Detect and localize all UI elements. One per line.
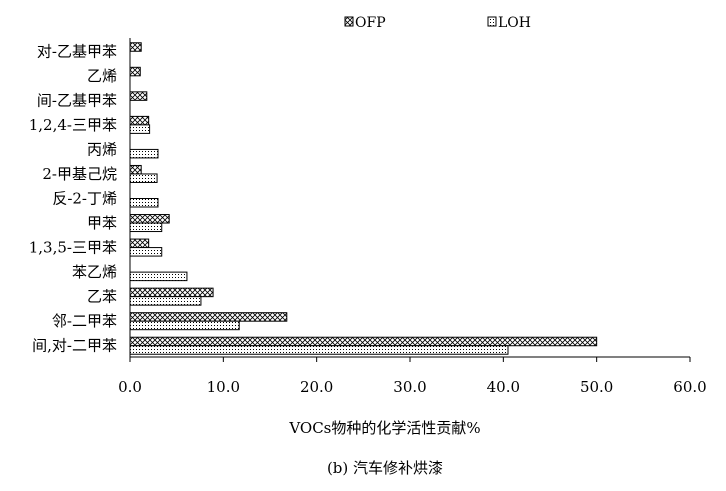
bar-ofp [129,66,141,77]
category-label: 苯乙烯 [72,263,117,281]
figure-caption: (b) 汽车修补烘漆 [327,459,443,477]
legend-label-loh: LOH [498,15,531,31]
category-label: 间-乙基甲苯 [37,91,117,109]
x-tick-label: 40.0 [487,378,520,396]
category-label: 甲苯 [87,214,117,232]
x-tick-label: 50.0 [580,378,613,396]
legend-swatch-ofp [344,16,354,27]
legend: OFP LOH [344,15,531,31]
category-label: 对-乙基甲苯 [37,42,117,60]
x-tick-label: 30.0 [393,378,426,396]
category-label: 丙烯 [87,140,117,158]
category-label: 间,对-二甲苯 [32,337,117,355]
x-ticks: 0.0 10.0 20.0 30.0 40.0 50.0 60.0 [118,357,707,396]
bar-loh [129,198,159,208]
x-tick-label: 60.0 [673,378,706,396]
category-label: 2-甲基己烷 [42,165,117,183]
bar-ofp [129,214,170,224]
x-axis-label: VOCs物种的化学活性贡献% [288,419,480,437]
legend-swatch-loh [487,16,497,27]
bars [129,42,598,355]
bar-loh [129,320,240,331]
bar-ofp [129,91,148,101]
category-label: 乙苯 [87,288,117,306]
category-label: 乙烯 [87,67,117,85]
bar-loh [129,148,159,159]
bar-ofp [129,238,150,249]
x-tick-label: 0.0 [118,378,142,396]
bar-loh [129,345,509,355]
bar-ofp [129,164,142,175]
bar-loh [129,124,151,134]
bar-ofp [129,287,214,298]
category-label: 1,3,5-三甲苯 [29,239,117,257]
bar-loh [129,247,163,257]
bar-ofp [129,42,142,52]
bar-loh [129,296,202,306]
x-tick-label: 20.0 [300,378,333,396]
bar-ofp [129,312,288,322]
bar-loh [129,271,188,282]
bar-ofp [129,115,150,126]
bar-loh [129,222,163,233]
legend-label-ofp: OFP [355,15,386,31]
bar-loh [129,173,158,183]
bar-ofp [129,336,598,347]
category-label: 1,2,4-三甲苯 [29,116,117,134]
category-label: 反-2-丁烯 [52,190,117,208]
category-label: 邻-二甲苯 [52,312,117,330]
x-tick-label: 10.0 [207,378,240,396]
